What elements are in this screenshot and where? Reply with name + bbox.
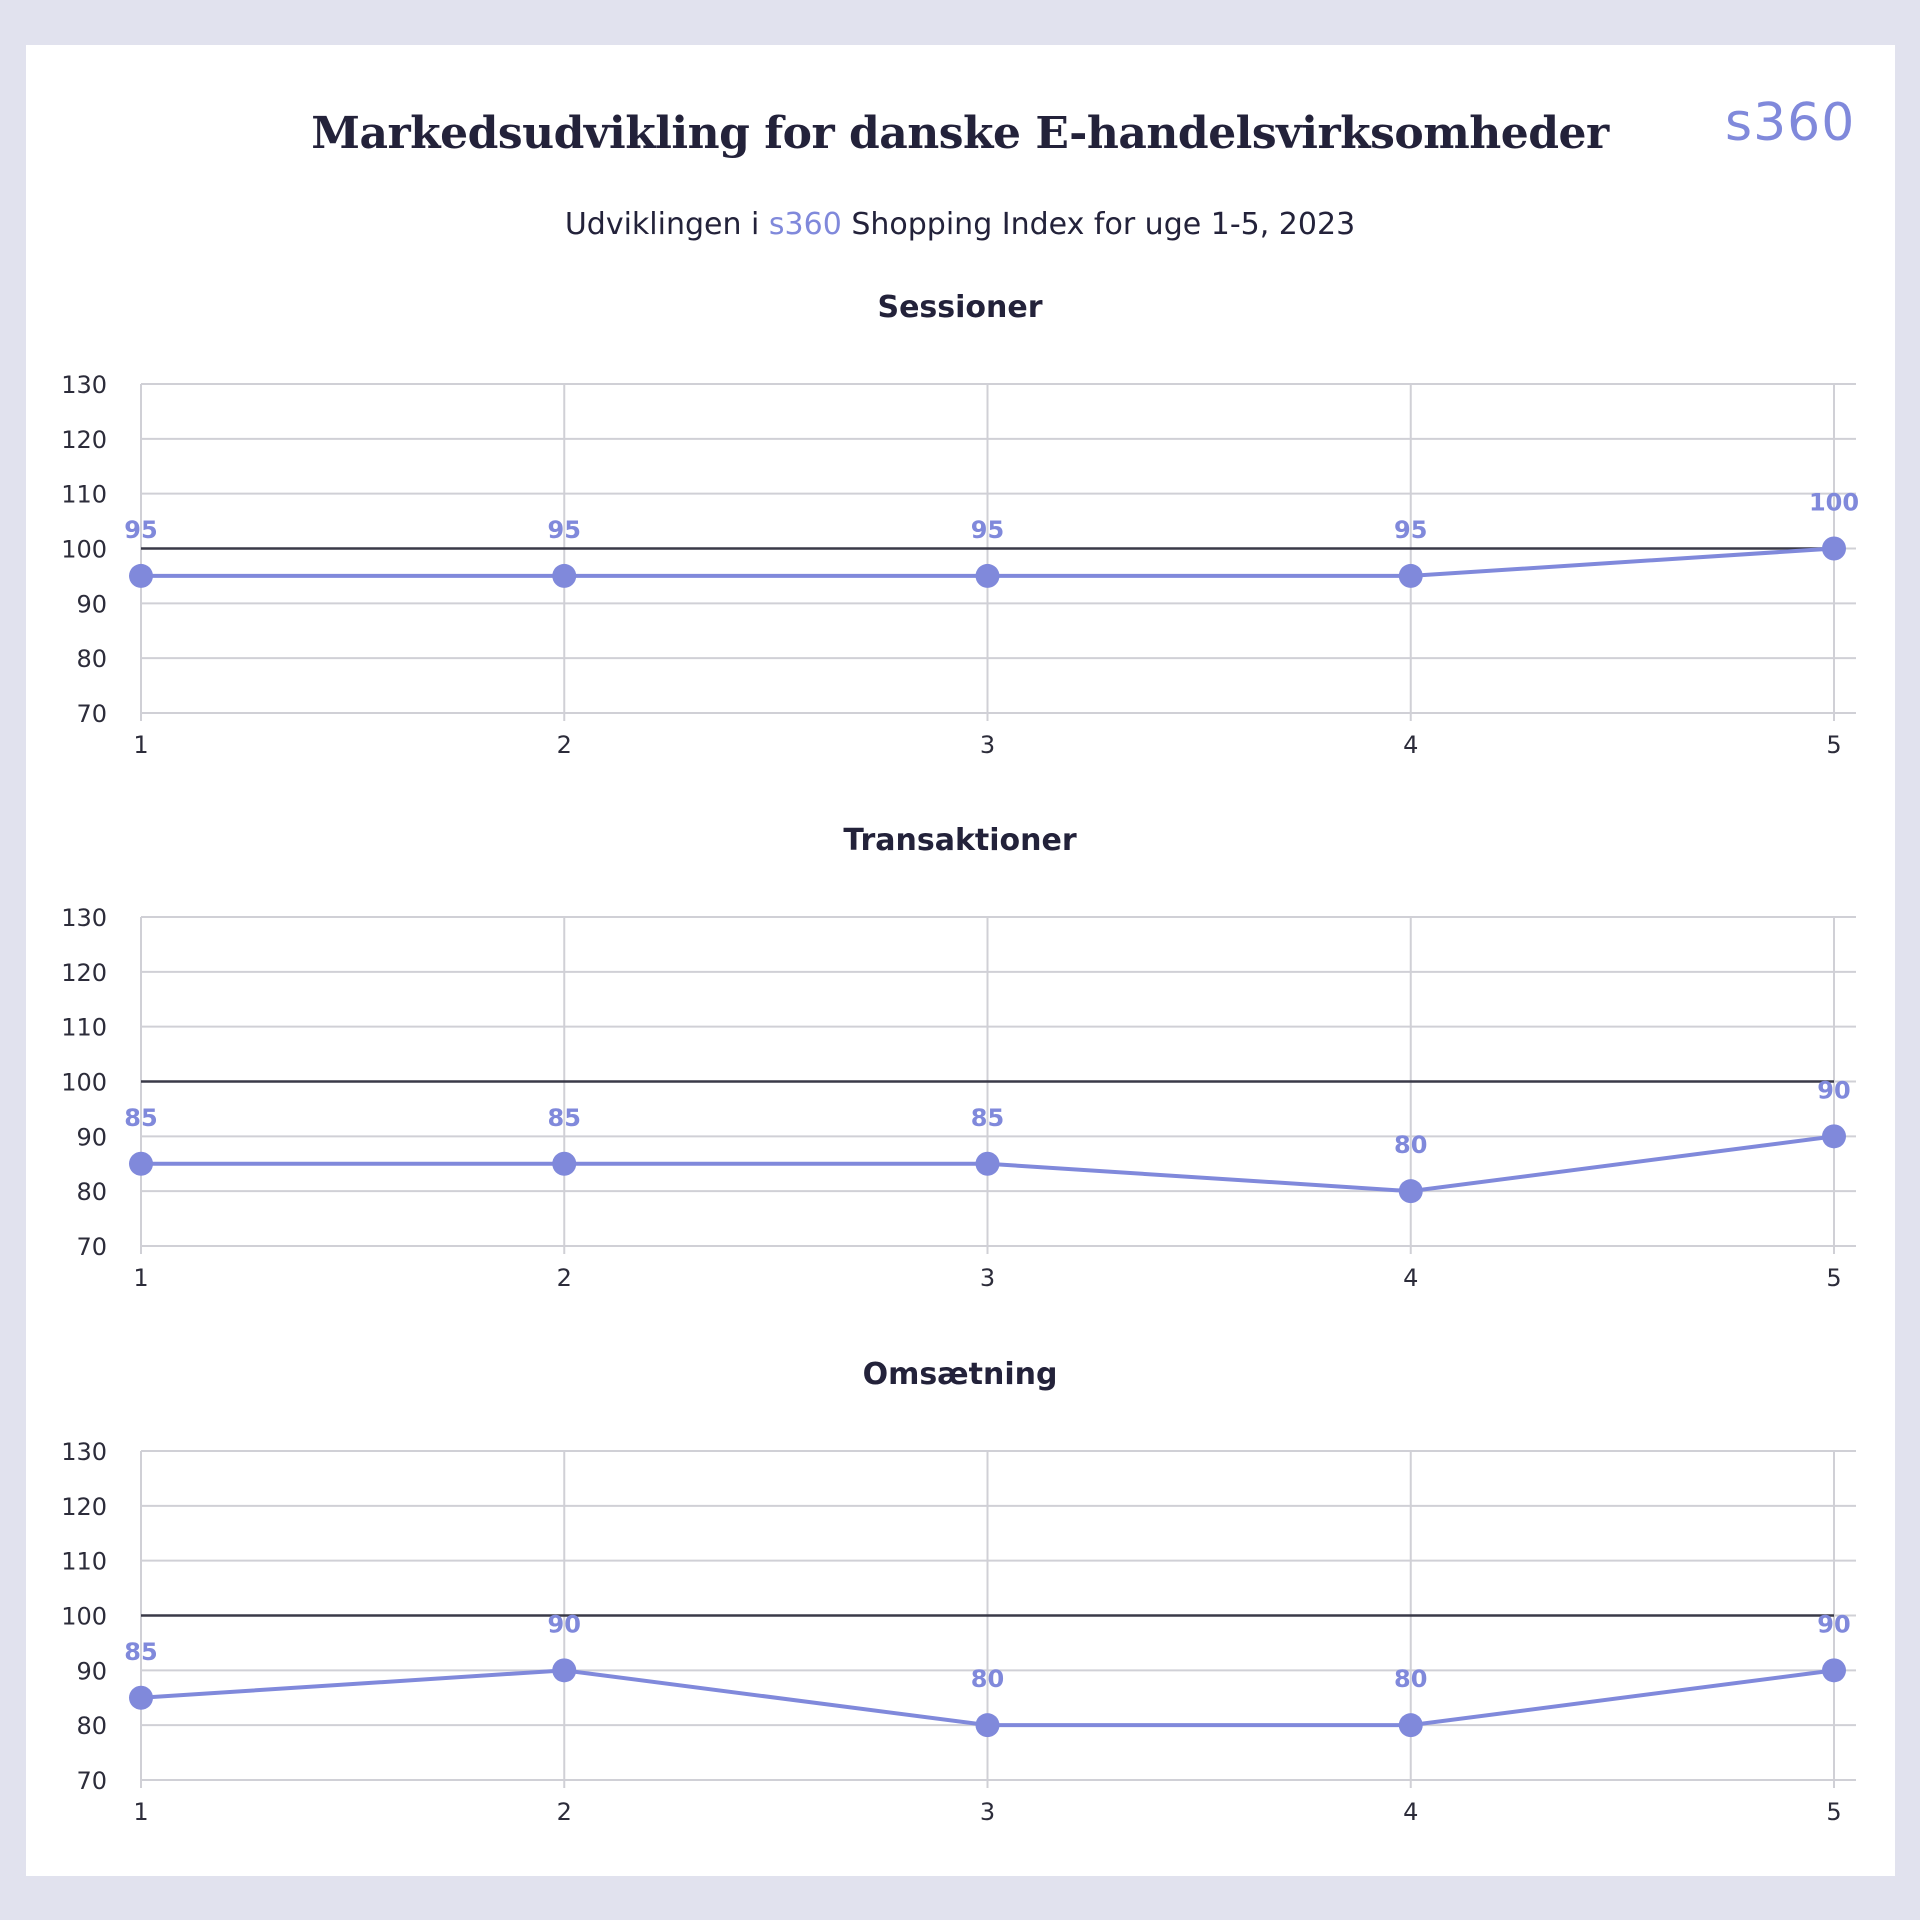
data-point bbox=[129, 1151, 153, 1176]
data-label: 90 bbox=[548, 1610, 581, 1638]
data-label: 100 bbox=[1809, 489, 1859, 517]
data-point bbox=[975, 1713, 1000, 1738]
data-label: 85 bbox=[124, 1104, 157, 1132]
x-tick-label: 1 bbox=[133, 1264, 148, 1292]
x-tick-label: 5 bbox=[1826, 1264, 1841, 1292]
data-label: 85 bbox=[548, 1104, 581, 1132]
data-point bbox=[129, 1685, 153, 1710]
data-label: 95 bbox=[124, 516, 157, 544]
data-point bbox=[1822, 1658, 1846, 1683]
subtitle-text-start: Udviklingen i bbox=[564, 207, 769, 242]
x-tick-label: 2 bbox=[557, 1798, 572, 1826]
data-point bbox=[129, 563, 153, 588]
y-tick-label: 90 bbox=[76, 1657, 107, 1685]
y-tick-label: 120 bbox=[61, 426, 107, 454]
data-label: 85 bbox=[971, 1104, 1004, 1132]
page-title: Markedsudvikling for danske E-handelsvir… bbox=[311, 108, 1609, 159]
x-tick-label: 5 bbox=[1826, 1798, 1841, 1826]
y-tick-label: 100 bbox=[61, 536, 107, 564]
x-tick-label: 1 bbox=[133, 1798, 148, 1826]
y-tick-label: 110 bbox=[61, 481, 107, 509]
line-chart-3: Omsætning 70 80 90 100 110 120 130 1 2 3 4 5 85 90 80 80… bbox=[61, 1357, 1856, 1826]
line-chart-1: Sessioner 70 80 90 100 110 120 130 1 2 3 4 5 95 95 95 95… bbox=[61, 290, 1859, 759]
line-chart-2: Transaktioner 70 80 90 100 110 120 130 1 2 3 4 5 85 85… bbox=[61, 823, 1856, 1292]
data-point bbox=[1398, 1179, 1423, 1204]
y-tick-label: 100 bbox=[61, 1069, 107, 1097]
x-tick-label: 5 bbox=[1826, 731, 1841, 759]
x-tick-label: 3 bbox=[980, 1264, 995, 1292]
x-tick-label: 1 bbox=[133, 731, 148, 759]
y-tick-label: 130 bbox=[61, 371, 107, 399]
x-tick-label: 4 bbox=[1403, 1264, 1418, 1292]
chart-title: Sessioner bbox=[877, 290, 1042, 325]
data-label: 80 bbox=[1394, 1131, 1427, 1159]
y-tick-label: 90 bbox=[76, 1123, 107, 1151]
data-point bbox=[975, 1151, 1000, 1176]
y-tick-label: 80 bbox=[76, 645, 107, 673]
data-point bbox=[1398, 563, 1423, 588]
data-point bbox=[1822, 536, 1846, 561]
data-label: 80 bbox=[1394, 1665, 1427, 1693]
subtitle-brand: s360 bbox=[768, 207, 842, 242]
y-tick-label: 80 bbox=[76, 1178, 107, 1206]
data-label: 90 bbox=[1817, 1610, 1850, 1638]
x-tick-label: 3 bbox=[980, 1798, 995, 1826]
y-tick-label: 130 bbox=[61, 1438, 107, 1466]
chart-title: Transaktioner bbox=[843, 823, 1077, 858]
y-tick-label: 120 bbox=[61, 1493, 107, 1521]
data-point bbox=[552, 563, 577, 588]
y-tick-label: 110 bbox=[61, 1014, 107, 1042]
page-subtitle: Udviklingen i s360 Shopping Index for ug… bbox=[0, 207, 1920, 242]
y-tick-label: 120 bbox=[61, 959, 107, 987]
chart-title: Omsætning bbox=[863, 1357, 1058, 1392]
x-tick-label: 4 bbox=[1403, 1798, 1418, 1826]
y-tick-label: 70 bbox=[76, 700, 107, 728]
chart-card bbox=[26, 45, 1895, 1876]
brand-logo: s360 bbox=[1725, 93, 1856, 153]
data-point bbox=[975, 563, 1000, 588]
data-label: 85 bbox=[124, 1638, 157, 1666]
data-label: 95 bbox=[548, 516, 581, 544]
data-point bbox=[552, 1658, 577, 1683]
subtitle-text-end: Shopping Index for uge 1-5, 2023 bbox=[841, 207, 1356, 242]
x-tick-label: 2 bbox=[557, 1264, 572, 1292]
data-point bbox=[552, 1151, 577, 1176]
y-tick-label: 70 bbox=[76, 1233, 107, 1261]
data-label: 95 bbox=[971, 516, 1004, 544]
y-tick-label: 110 bbox=[61, 1548, 107, 1576]
y-tick-label: 130 bbox=[61, 904, 107, 932]
data-point bbox=[1398, 1713, 1423, 1738]
x-tick-label: 4 bbox=[1403, 731, 1418, 759]
y-tick-label: 80 bbox=[76, 1712, 107, 1740]
y-tick-label: 100 bbox=[61, 1603, 107, 1631]
data-label: 95 bbox=[1394, 516, 1427, 544]
data-point bbox=[1822, 1124, 1846, 1149]
y-tick-label: 70 bbox=[76, 1767, 107, 1795]
x-tick-label: 2 bbox=[557, 731, 572, 759]
data-label: 90 bbox=[1817, 1076, 1850, 1104]
x-tick-label: 3 bbox=[980, 731, 995, 759]
data-label: 80 bbox=[971, 1665, 1004, 1693]
y-tick-label: 90 bbox=[76, 590, 107, 618]
